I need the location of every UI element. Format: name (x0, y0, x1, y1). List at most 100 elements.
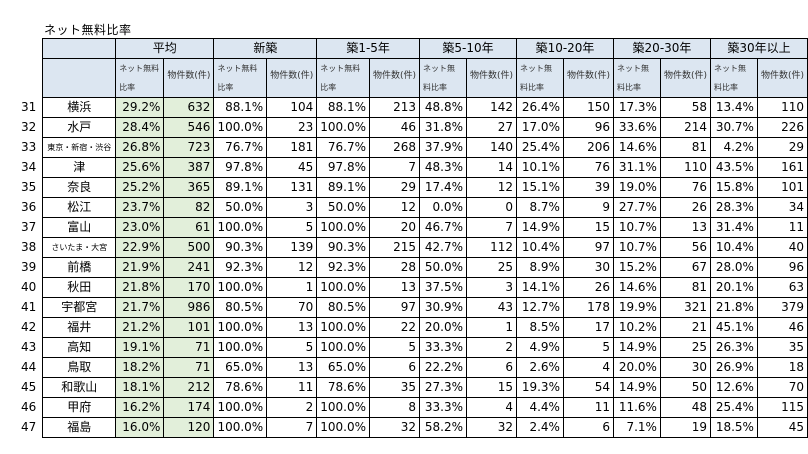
count-cell[interactable]: 112 (465, 237, 518, 258)
rate-cell[interactable]: 10.2% (613, 317, 661, 338)
count-cell[interactable]: 29 (756, 137, 808, 158)
count-cell[interactable]: 81 (659, 137, 711, 158)
count-cell[interactable]: 30 (659, 357, 711, 378)
rate-cell[interactable]: 14.9% (613, 337, 661, 358)
group-header-30plus[interactable]: 築30年以上 (709, 38, 808, 59)
count-cell[interactable]: 13 (266, 317, 318, 338)
subheader-rate[interactable]: ネット無料比率 (709, 58, 758, 98)
rate-cell[interactable]: 14.6% (613, 137, 661, 158)
count-cell[interactable]: 723 (163, 137, 215, 158)
rate-cell[interactable]: 25.6% (115, 157, 165, 178)
row-number[interactable]: 40 (21, 280, 37, 294)
rate-cell[interactable]: 21.7% (115, 297, 165, 318)
count-cell[interactable]: 104 (266, 97, 318, 118)
count-cell[interactable]: 500 (163, 237, 215, 258)
rate-cell[interactable]: 30.7% (709, 117, 758, 138)
count-cell[interactable]: 11 (756, 217, 808, 238)
count-cell[interactable]: 226 (756, 117, 808, 138)
rate-cell[interactable]: 14.9% (516, 217, 564, 238)
count-cell[interactable]: 4 (465, 397, 518, 418)
rate-cell[interactable]: 25.4% (709, 397, 758, 418)
rate-cell[interactable]: 10.1% (516, 157, 564, 178)
subheader-rate[interactable]: ネット無料比率 (316, 58, 370, 98)
subheader-count[interactable]: 物件数(件) (368, 58, 421, 98)
count-cell[interactable]: 34 (756, 197, 808, 218)
group-header-5-10[interactable]: 築5-10年 (419, 38, 518, 59)
row-number[interactable]: 37 (21, 220, 37, 234)
city-cell[interactable]: 鳥取 (42, 357, 117, 378)
count-cell[interactable]: 110 (756, 97, 808, 118)
count-cell[interactable]: 46 (756, 317, 808, 338)
rate-cell[interactable]: 37.9% (419, 137, 467, 158)
rate-cell[interactable]: 14.9% (613, 377, 661, 398)
count-cell[interactable]: 212 (163, 377, 215, 398)
count-cell[interactable]: 6 (562, 417, 615, 438)
rate-cell[interactable]: 28.3% (709, 197, 758, 218)
rate-cell[interactable]: 23.7% (115, 197, 165, 218)
rate-cell[interactable]: 2.4% (516, 417, 564, 438)
count-cell[interactable]: 23 (266, 117, 318, 138)
city-cell[interactable]: 宇都宮 (42, 297, 117, 318)
row-number[interactable]: 45 (21, 380, 37, 394)
count-cell[interactable]: 12 (266, 257, 318, 278)
count-cell[interactable]: 6 (368, 357, 421, 378)
city-cell[interactable]: 福島 (42, 417, 117, 438)
rate-cell[interactable]: 78.6% (213, 377, 268, 398)
count-cell[interactable]: 21 (659, 317, 711, 338)
city-cell[interactable]: 東京・新宿・渋谷 (42, 137, 117, 158)
rate-cell[interactable]: 100.0% (213, 217, 268, 238)
row-number[interactable]: 34 (21, 160, 37, 174)
count-cell[interactable]: 32 (465, 417, 518, 438)
city-cell[interactable]: 福井 (42, 317, 117, 338)
count-cell[interactable]: 140 (465, 137, 518, 158)
count-cell[interactable]: 142 (465, 97, 518, 118)
count-cell[interactable]: 5 (368, 337, 421, 358)
rate-cell[interactable]: 46.7% (419, 217, 467, 238)
count-cell[interactable]: 32 (368, 417, 421, 438)
rate-cell[interactable]: 8.5% (516, 317, 564, 338)
count-cell[interactable]: 63 (756, 277, 808, 298)
count-cell[interactable]: 30 (562, 257, 615, 278)
rate-cell[interactable]: 4.4% (516, 397, 564, 418)
city-cell[interactable]: 高知 (42, 337, 117, 358)
rate-cell[interactable]: 30.9% (419, 297, 467, 318)
rate-cell[interactable]: 88.1% (213, 97, 268, 118)
rate-cell[interactable]: 100.0% (316, 217, 370, 238)
rate-cell[interactable]: 21.2% (115, 317, 165, 338)
rate-cell[interactable]: 80.5% (213, 297, 268, 318)
group-header-10-20[interactable]: 築10-20年 (516, 38, 614, 59)
count-cell[interactable]: 25 (465, 257, 518, 278)
count-cell[interactable]: 40 (756, 237, 808, 258)
count-cell[interactable]: 12 (368, 197, 421, 218)
count-cell[interactable]: 58 (659, 97, 711, 118)
count-cell[interactable]: 70 (266, 297, 318, 318)
rate-cell[interactable]: 26.8% (115, 137, 165, 158)
count-cell[interactable]: 131 (266, 177, 318, 198)
rate-cell[interactable]: 8.7% (516, 197, 564, 218)
count-cell[interactable]: 35 (368, 377, 421, 398)
count-cell[interactable]: 213 (368, 97, 421, 118)
rate-cell[interactable]: 43.5% (709, 157, 758, 178)
count-cell[interactable]: 27 (465, 117, 518, 138)
rate-cell[interactable]: 27.3% (419, 377, 467, 398)
count-cell[interactable]: 5 (266, 217, 318, 238)
rate-cell[interactable]: 28.4% (115, 117, 165, 138)
subheader-count[interactable]: 物件数(件) (266, 58, 318, 98)
count-cell[interactable]: 120 (163, 417, 215, 438)
count-cell[interactable]: 6 (465, 357, 518, 378)
count-cell[interactable]: 632 (163, 97, 215, 118)
rate-cell[interactable]: 14.6% (613, 277, 661, 298)
count-cell[interactable]: 3 (266, 197, 318, 218)
row-number[interactable]: 33 (21, 140, 37, 154)
rate-cell[interactable]: 21.8% (709, 297, 758, 318)
rate-cell[interactable]: 19.0% (613, 177, 661, 198)
rate-cell[interactable]: 23.0% (115, 217, 165, 238)
rate-cell[interactable]: 10.4% (709, 237, 758, 258)
city-cell[interactable]: 奈良 (42, 177, 117, 198)
rate-cell[interactable]: 33.6% (613, 117, 661, 138)
rate-cell[interactable]: 50.0% (419, 257, 467, 278)
count-cell[interactable]: 178 (562, 297, 615, 318)
city-cell[interactable]: 前橋 (42, 257, 117, 278)
rate-cell[interactable]: 19.1% (115, 337, 165, 358)
row-number[interactable]: 44 (21, 360, 37, 374)
